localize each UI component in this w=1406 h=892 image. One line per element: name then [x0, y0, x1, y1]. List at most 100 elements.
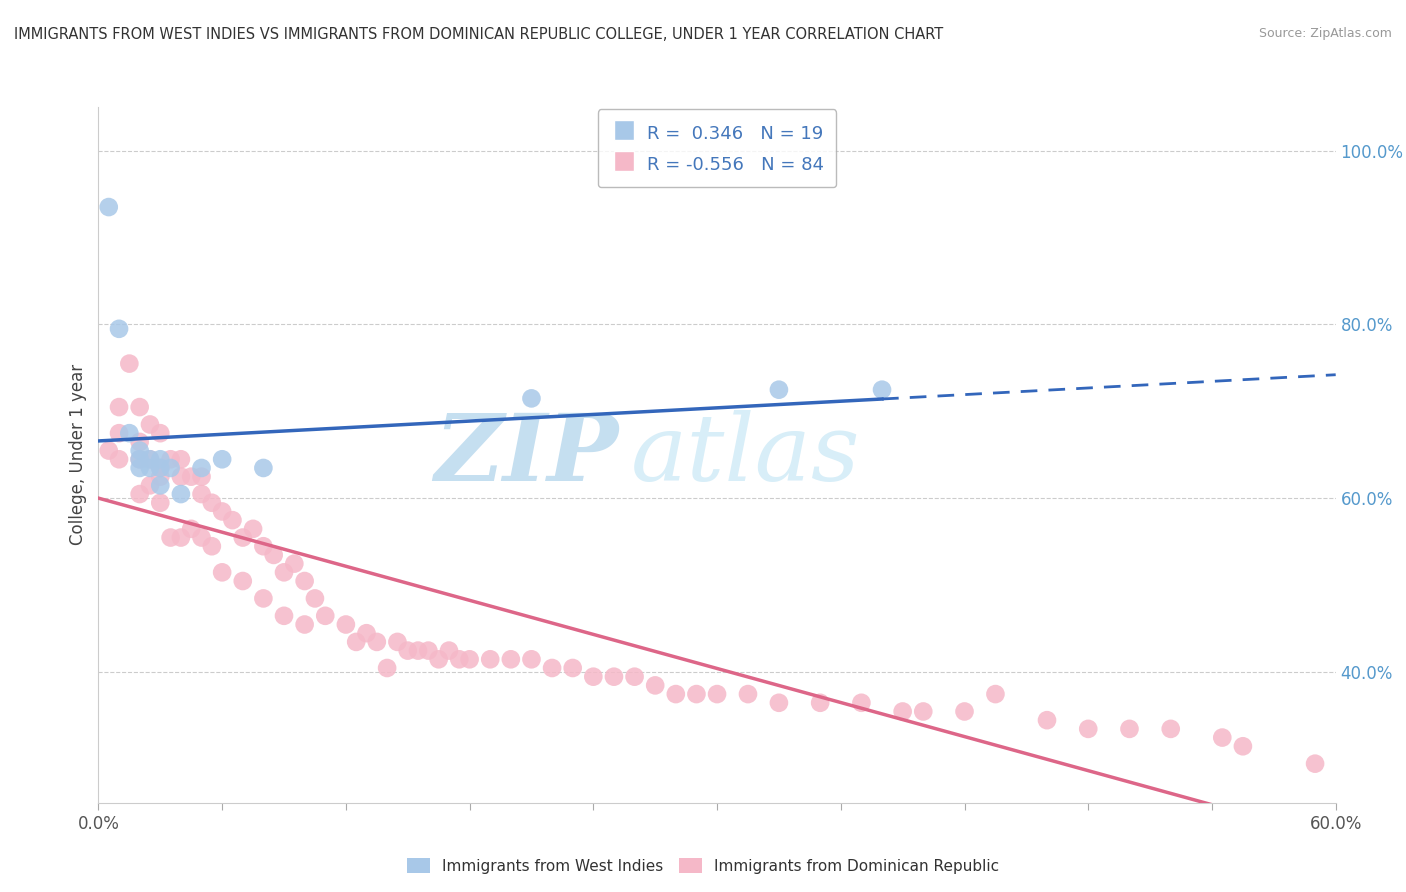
- Point: [283, 557, 305, 571]
- Point: [851, 696, 873, 710]
- Point: [479, 652, 502, 666]
- Point: [541, 661, 564, 675]
- Point: [201, 539, 224, 553]
- Point: [1303, 756, 1326, 771]
- Point: [665, 687, 688, 701]
- Point: [953, 705, 976, 719]
- Point: [891, 705, 914, 719]
- Point: [108, 452, 131, 467]
- Point: [344, 635, 367, 649]
- Point: [808, 696, 831, 710]
- Point: [1077, 722, 1099, 736]
- Point: [149, 452, 172, 467]
- Point: [273, 608, 295, 623]
- Point: [170, 469, 193, 483]
- Text: Source: ZipAtlas.com: Source: ZipAtlas.com: [1258, 27, 1392, 40]
- Point: [139, 478, 162, 492]
- Point: [108, 400, 131, 414]
- Point: [232, 574, 254, 588]
- Point: [737, 687, 759, 701]
- Point: [375, 661, 398, 675]
- Point: [221, 513, 243, 527]
- Point: [180, 469, 202, 483]
- Point: [984, 687, 1007, 701]
- Point: [252, 461, 274, 475]
- Point: [603, 670, 626, 684]
- Point: [159, 452, 181, 467]
- Point: [1160, 722, 1182, 736]
- Point: [190, 487, 212, 501]
- Point: [128, 452, 150, 467]
- Point: [149, 426, 172, 441]
- Point: [252, 591, 274, 606]
- Point: [582, 670, 605, 684]
- Point: [159, 531, 181, 545]
- Point: [242, 522, 264, 536]
- Point: [190, 461, 212, 475]
- Point: [170, 452, 193, 467]
- Point: [449, 652, 471, 666]
- Point: [232, 531, 254, 545]
- Y-axis label: College, Under 1 year: College, Under 1 year: [69, 364, 87, 546]
- Point: [180, 522, 202, 536]
- Point: [149, 496, 172, 510]
- Point: [149, 478, 172, 492]
- Point: [190, 531, 212, 545]
- Point: [273, 566, 295, 580]
- Point: [128, 434, 150, 449]
- Point: [108, 426, 131, 441]
- Point: [437, 643, 460, 657]
- Point: [128, 452, 150, 467]
- Point: [263, 548, 285, 562]
- Point: [335, 617, 357, 632]
- Point: [170, 487, 193, 501]
- Point: [623, 670, 645, 684]
- Point: [139, 417, 162, 432]
- Point: [1232, 739, 1254, 754]
- Point: [97, 443, 120, 458]
- Point: [314, 608, 336, 623]
- Point: [418, 643, 440, 657]
- Point: [768, 383, 790, 397]
- Point: [118, 357, 141, 371]
- Point: [870, 383, 893, 397]
- Point: [304, 591, 326, 606]
- Point: [499, 652, 522, 666]
- Point: [211, 452, 233, 467]
- Point: [128, 461, 150, 475]
- Point: [366, 635, 388, 649]
- Text: atlas: atlas: [630, 410, 860, 500]
- Point: [139, 452, 162, 467]
- Point: [427, 652, 450, 666]
- Point: [139, 461, 162, 475]
- Point: [211, 566, 233, 580]
- Point: [1118, 722, 1140, 736]
- Point: [396, 643, 419, 657]
- Point: [294, 574, 316, 588]
- Point: [97, 200, 120, 214]
- Point: [644, 678, 666, 692]
- Point: [912, 705, 935, 719]
- Point: [149, 461, 172, 475]
- Point: [128, 443, 150, 458]
- Point: [139, 452, 162, 467]
- Point: [118, 426, 141, 441]
- Point: [406, 643, 429, 657]
- Point: [561, 661, 583, 675]
- Point: [1211, 731, 1233, 745]
- Point: [149, 469, 172, 483]
- Point: [387, 635, 409, 649]
- Point: [685, 687, 707, 701]
- Point: [520, 392, 543, 406]
- Point: [159, 461, 181, 475]
- Point: [520, 652, 543, 666]
- Point: [170, 531, 193, 545]
- Point: [1036, 713, 1059, 727]
- Point: [294, 617, 316, 632]
- Legend: Immigrants from West Indies, Immigrants from Dominican Republic: Immigrants from West Indies, Immigrants …: [401, 852, 1005, 880]
- Point: [108, 322, 131, 336]
- Text: ZIP: ZIP: [434, 410, 619, 500]
- Point: [211, 504, 233, 518]
- Point: [356, 626, 378, 640]
- Point: [768, 696, 790, 710]
